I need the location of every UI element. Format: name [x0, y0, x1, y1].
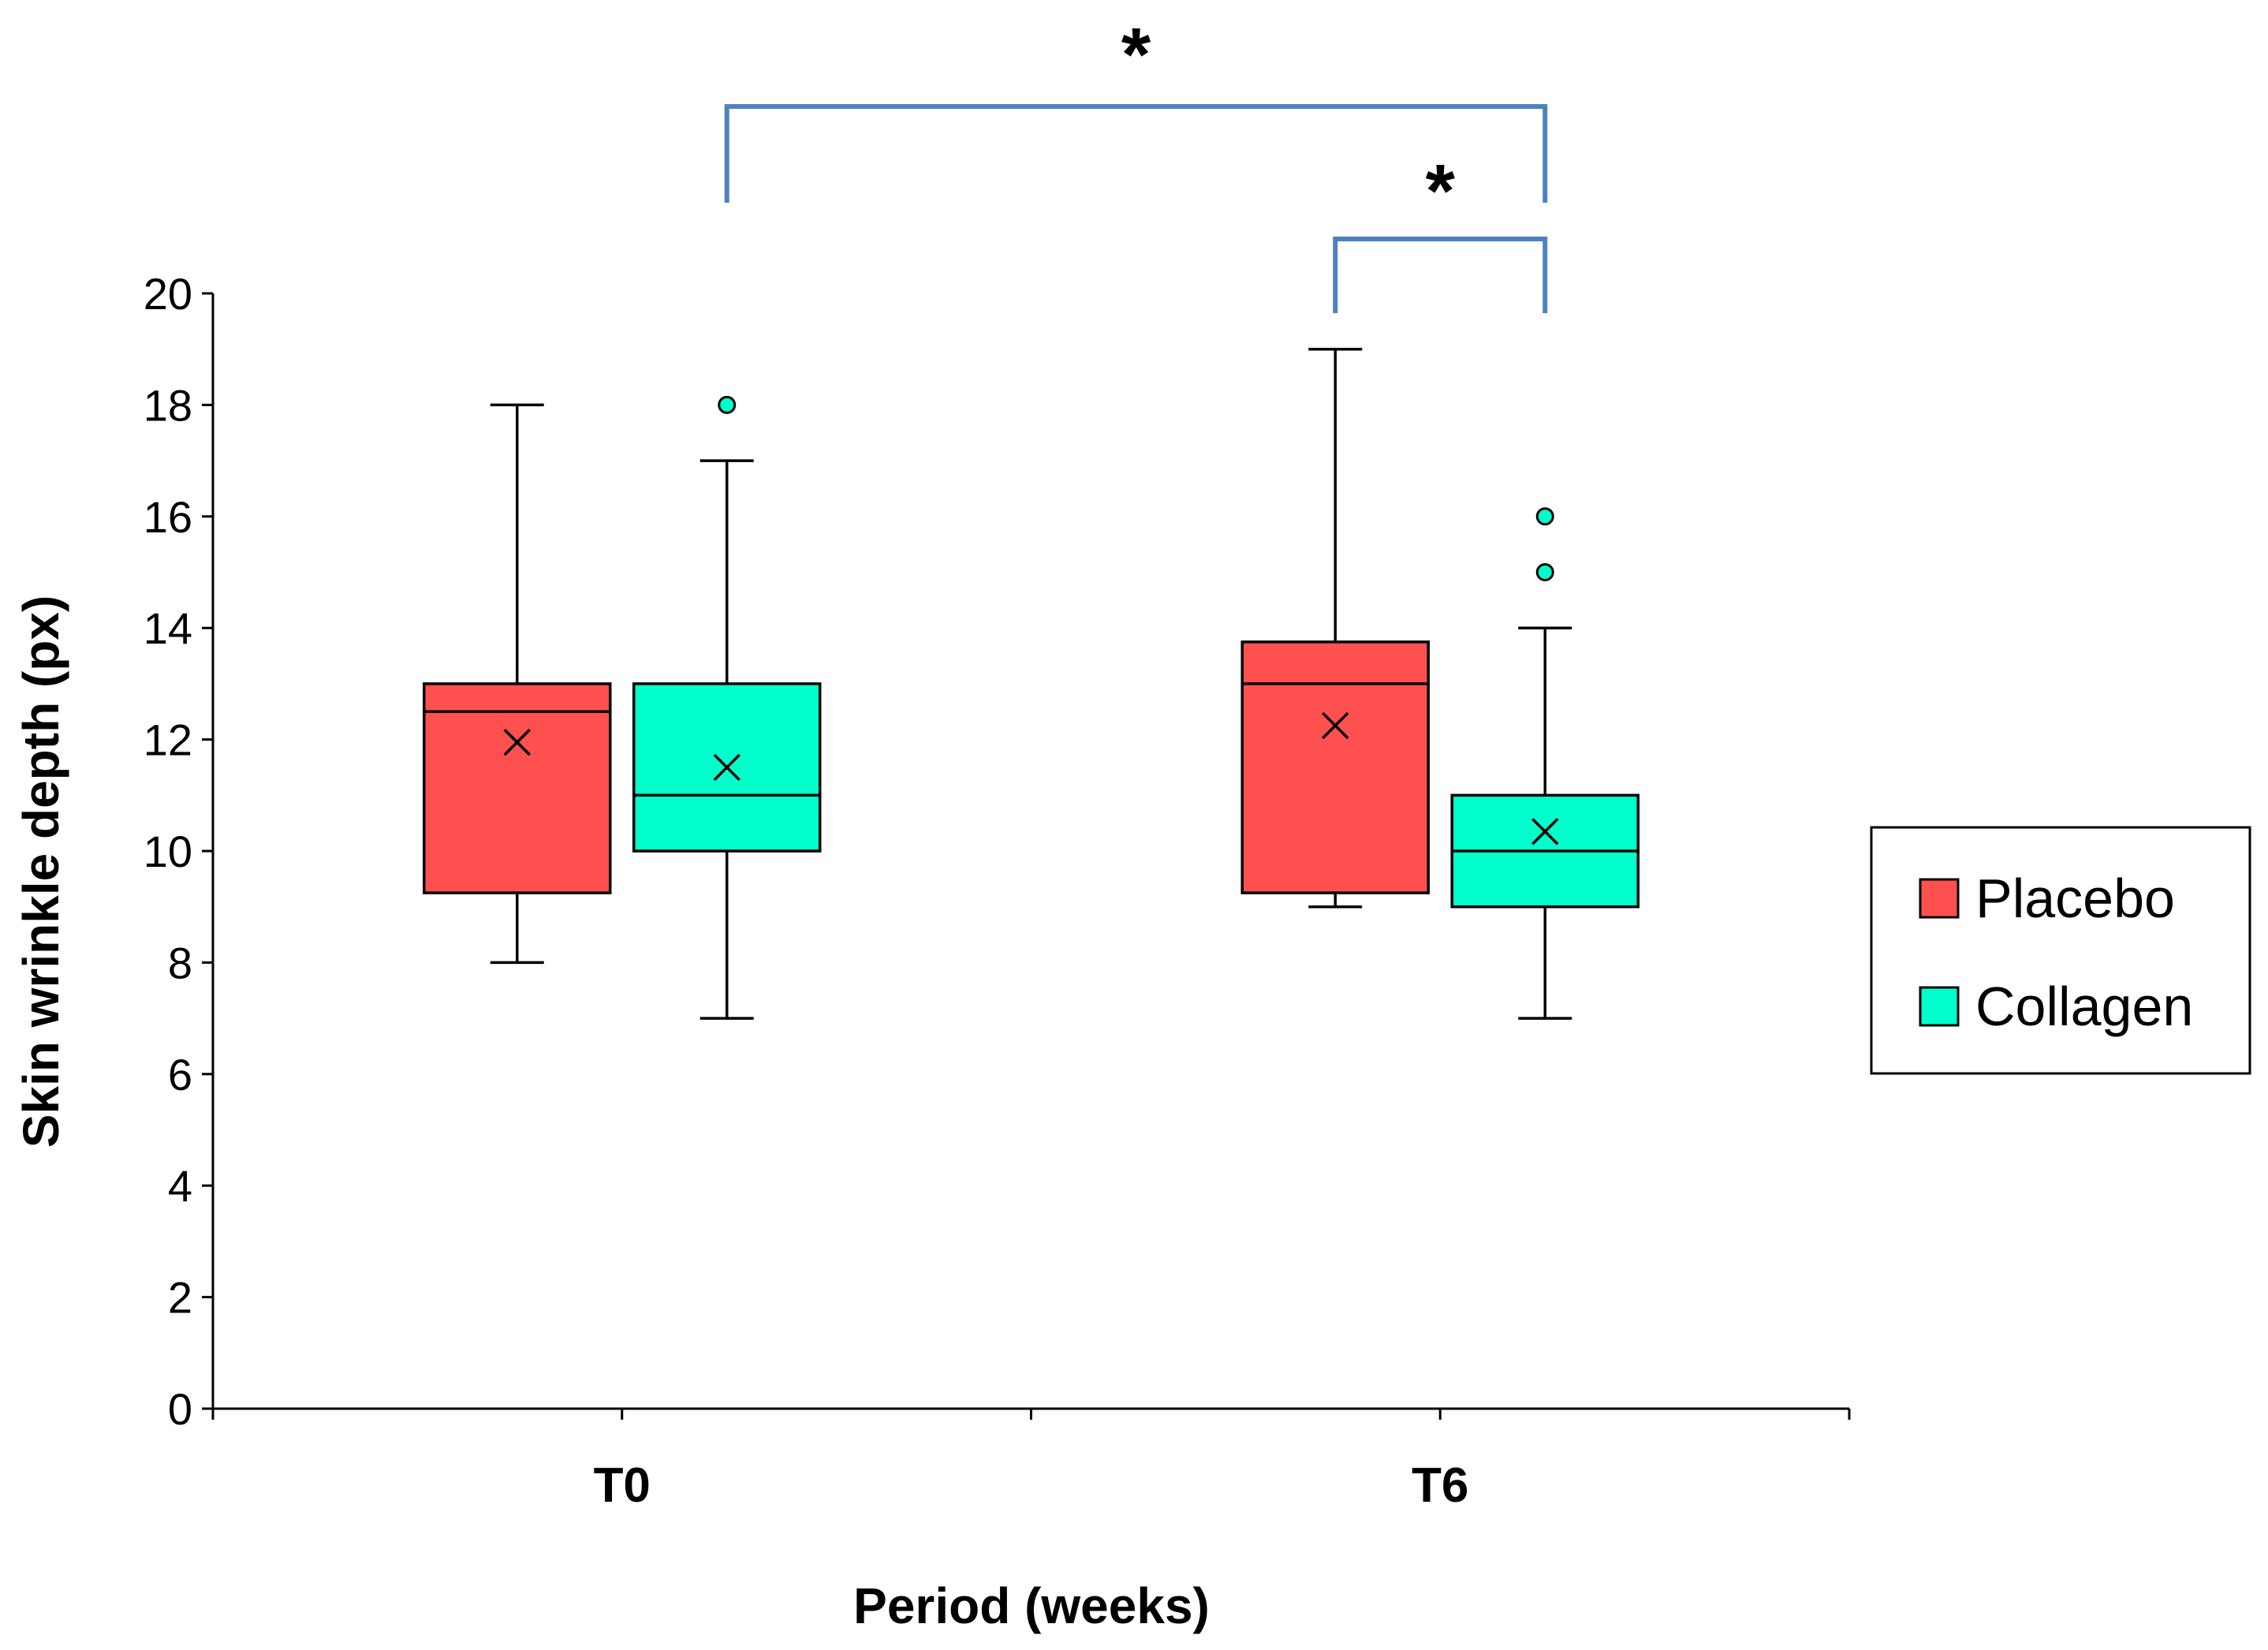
legend-label-placebo: Placebo — [1975, 868, 2175, 929]
iqr-box — [423, 682, 612, 894]
significance-brackets: ** — [724, 13, 1548, 313]
y-tick-label: 10 — [144, 827, 192, 876]
legend-swatch-collagen — [1919, 986, 1960, 1027]
iqr-box — [1240, 640, 1430, 894]
significance-asterisk: * — [1426, 149, 1456, 233]
x-category-label: T0 — [594, 1458, 651, 1513]
y-tick-label: 8 — [168, 938, 192, 987]
significance-bracket-2: * — [1333, 149, 1548, 313]
y-axis-ticks: 0 2 4 6 8 10 12 14 16 18 20 — [144, 269, 213, 1434]
box-placebo-t0 — [423, 403, 612, 965]
significance-bracket-1: * — [724, 13, 1548, 203]
y-tick-label: 16 — [144, 492, 192, 542]
outlier-point — [718, 395, 737, 414]
y-tick-label: 14 — [144, 603, 192, 653]
box-series-group — [423, 347, 1639, 1020]
legend-swatch-placebo — [1919, 878, 1960, 919]
mean-marker — [1322, 711, 1349, 740]
x-category-label: T6 — [1412, 1458, 1468, 1513]
significance-asterisk: * — [1121, 13, 1151, 97]
y-tick-label: 4 — [168, 1161, 192, 1211]
y-tick-label: 20 — [144, 269, 192, 319]
y-axis-title: Skin wrinkle depth (px) — [13, 595, 69, 1148]
outlier-point — [1535, 507, 1554, 526]
y-tick-label: 0 — [168, 1384, 192, 1434]
y-tick-label: 6 — [168, 1050, 192, 1099]
legend: Placebo Collagen — [1870, 826, 2251, 1075]
legend-frame — [1870, 826, 2251, 1075]
y-tick-label: 2 — [168, 1273, 192, 1323]
x-axis-title: Period (weeks) — [853, 1577, 1210, 1634]
y-tick-label: 18 — [144, 380, 192, 430]
x-axis-ticks — [211, 1409, 1851, 1420]
mean-marker — [503, 728, 531, 756]
box-collagen-t0 — [632, 395, 822, 1020]
mean-marker — [1531, 818, 1559, 846]
bracket-line — [724, 104, 1548, 203]
box-placebo-t6 — [1240, 347, 1430, 909]
legend-label-collagen: Collagen — [1975, 976, 2193, 1037]
outlier-point — [1535, 563, 1554, 581]
mean-marker — [713, 753, 740, 782]
y-tick-label: 12 — [144, 715, 192, 765]
box-collagen-t6 — [1450, 507, 1639, 1020]
x-axis-category-labels: T0 T6 — [594, 1458, 1469, 1513]
bracket-line — [1333, 237, 1548, 313]
